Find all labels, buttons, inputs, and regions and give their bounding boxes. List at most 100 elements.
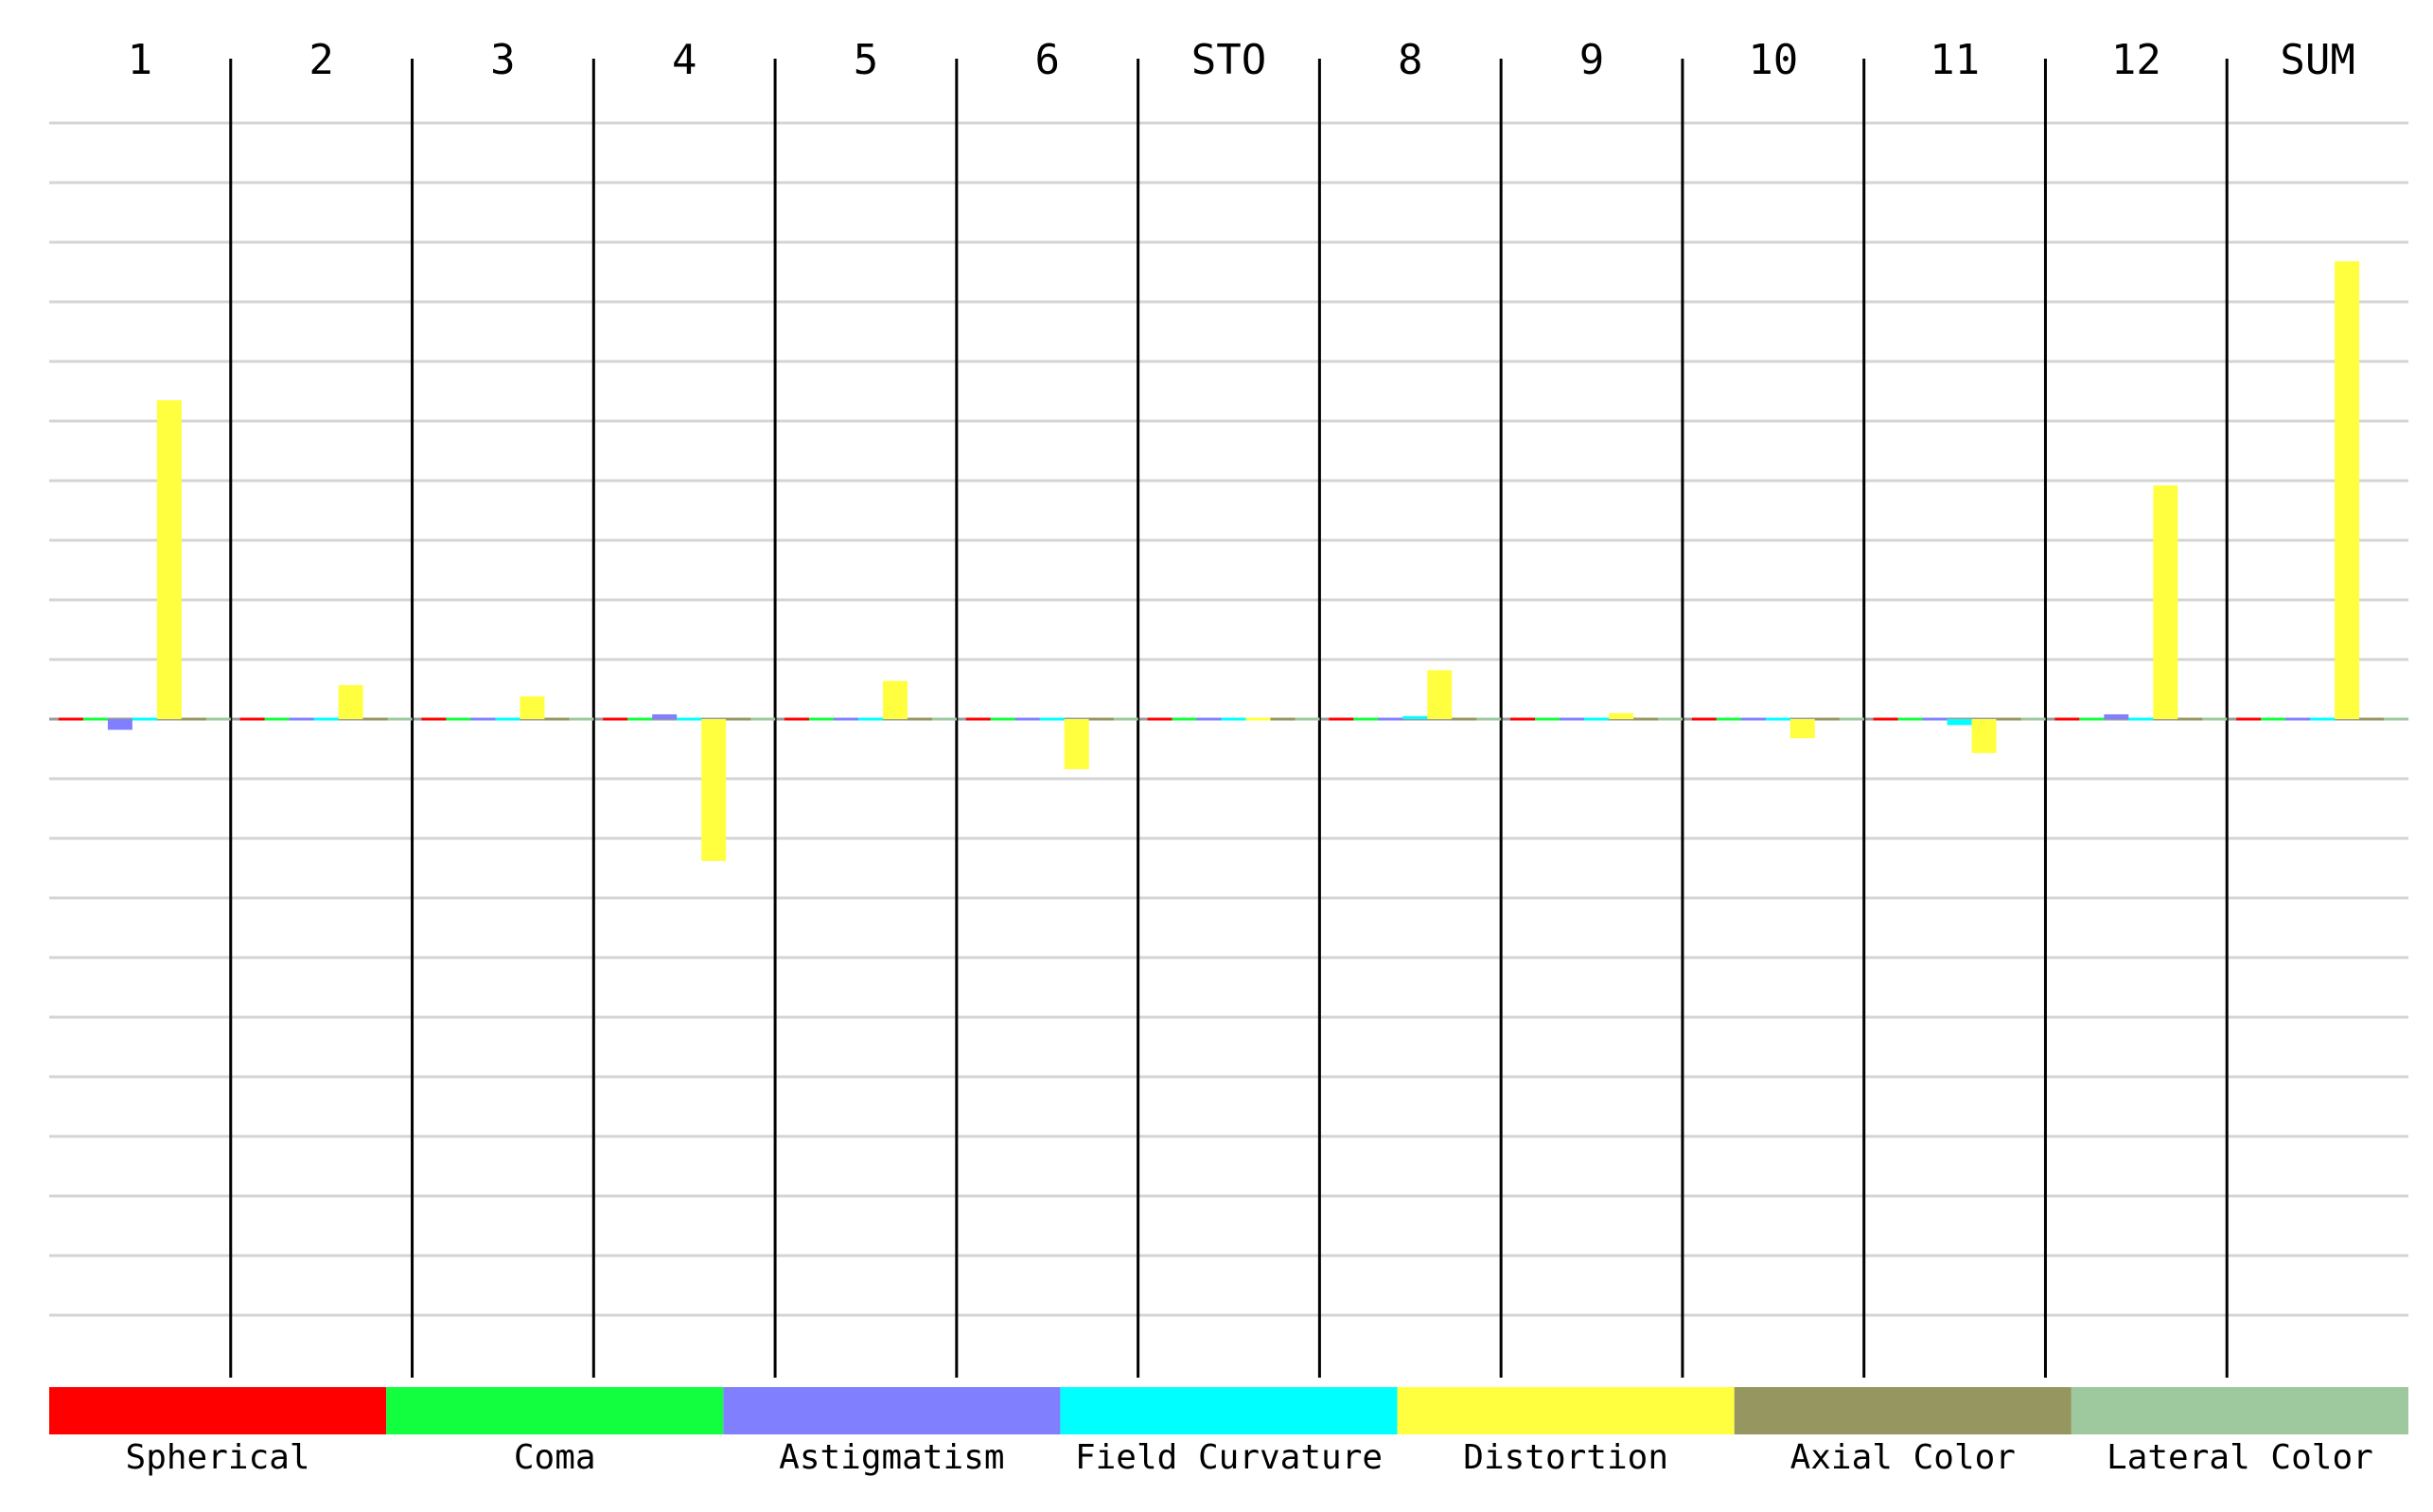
- bar-spherical: [2236, 717, 2262, 721]
- legend-swatch: [1397, 1387, 1735, 1434]
- bar-spherical: [1873, 717, 1898, 721]
- legend-swatch: [386, 1387, 724, 1434]
- bar-axial-color: [1633, 717, 1659, 721]
- bar-distortion: [1609, 712, 1634, 719]
- surface-label: 8: [1398, 36, 1423, 84]
- bar-coma: [1897, 717, 1923, 721]
- bar-coma: [82, 717, 108, 721]
- bar-axial-color: [1996, 717, 2021, 721]
- surface-label: 1: [128, 36, 153, 84]
- bar-lateral-color: [569, 717, 594, 721]
- bar-axial-color: [1814, 717, 1840, 721]
- bar-spherical: [784, 717, 809, 721]
- bar-distortion: [1789, 719, 1815, 739]
- legend-label: Spherical: [126, 1438, 310, 1477]
- bar-lateral-color: [1658, 717, 1684, 721]
- surface-label: 4: [672, 36, 697, 84]
- legend-swatch: [1060, 1387, 1398, 1434]
- bar-spherical: [1510, 717, 1536, 721]
- bar-distortion: [1427, 670, 1453, 719]
- bar-distortion: [1971, 719, 1997, 753]
- bar-axial-color: [1452, 717, 1477, 721]
- surface-label: SUM: [2280, 36, 2354, 84]
- bar-coma: [808, 717, 834, 721]
- bar-axial-color: [181, 717, 206, 721]
- bar-astigmatism: [107, 719, 132, 730]
- bar-coma: [2261, 717, 2286, 721]
- legend: Spherical Coma Astigmatism Field Curvature D…: [49, 1387, 2408, 1477]
- bar-field-curvature: [1765, 717, 1790, 721]
- bar-spherical: [1147, 717, 1172, 721]
- bars: [58, 261, 2409, 861]
- bar-lateral-color: [387, 717, 413, 721]
- bar-field-curvature: [1947, 719, 1972, 726]
- bar-spherical: [421, 717, 447, 721]
- surface-label: STO: [1191, 36, 1266, 84]
- bar-axial-color: [2177, 717, 2203, 721]
- surface-label: 12: [2111, 36, 2161, 84]
- bar-lateral-color: [2020, 717, 2046, 721]
- bar-axial-color: [2359, 717, 2385, 721]
- bar-coma: [1172, 717, 1197, 721]
- legend-label: Astigmatism: [779, 1438, 1004, 1477]
- bar-distortion: [1064, 719, 1089, 769]
- bar-lateral-color: [205, 717, 231, 721]
- bar-lateral-color: [1113, 717, 1138, 721]
- bar-astigmatism: [1014, 717, 1040, 721]
- surface-label: 6: [1034, 36, 1060, 84]
- bar-field-curvature: [677, 717, 702, 721]
- bar-astigmatism: [289, 717, 314, 721]
- surface-label: 11: [1930, 36, 1980, 84]
- bar-astigmatism: [1196, 717, 1222, 721]
- surface-labels: 1 2 3 4 5 6 STO 8 9 10 11 12 SUM: [128, 36, 2355, 84]
- legend-label: Field Curvature: [1075, 1438, 1383, 1477]
- bar-field-curvature: [1221, 717, 1246, 721]
- bar-lateral-color: [931, 717, 957, 721]
- bar-astigmatism: [833, 717, 858, 721]
- bar-field-curvature: [2128, 717, 2154, 721]
- bar-axial-color: [1270, 717, 1296, 721]
- bar-field-curvature: [313, 717, 339, 721]
- bar-astigmatism: [470, 717, 496, 721]
- bar-lateral-color: [2202, 717, 2228, 721]
- legend-swatch: [2071, 1387, 2408, 1434]
- bar-spherical: [1329, 717, 1354, 721]
- bar-field-curvature: [857, 717, 883, 721]
- bar-coma: [990, 717, 1015, 721]
- bar-astigmatism: [652, 713, 678, 719]
- surface-label: 5: [854, 36, 879, 84]
- bar-coma: [446, 717, 471, 721]
- legend-label: Distortion: [1463, 1438, 1668, 1477]
- bar-axial-color: [1088, 717, 1114, 721]
- bar-distortion: [882, 680, 908, 719]
- surface-label: 3: [490, 36, 516, 84]
- bar-field-curvature: [1402, 715, 1428, 719]
- bar-field-curvature: [495, 717, 520, 721]
- bar-axial-color: [907, 717, 932, 721]
- bar-astigmatism: [1560, 717, 1585, 721]
- bar-spherical: [2054, 717, 2080, 721]
- legend-swatch: [49, 1387, 387, 1434]
- bar-lateral-color: [750, 717, 776, 721]
- bar-field-curvature: [2310, 717, 2336, 721]
- bar-distortion: [156, 399, 182, 719]
- bar-coma: [1353, 717, 1379, 721]
- surface-label: 10: [1748, 36, 1798, 84]
- bar-distortion: [1245, 717, 1271, 721]
- bar-field-curvature: [1584, 717, 1610, 721]
- bar-coma: [1716, 717, 1741, 721]
- bar-astigmatism: [1922, 717, 1948, 721]
- bar-lateral-color: [1476, 717, 1502, 721]
- bar-spherical: [239, 717, 265, 721]
- bar-lateral-color: [1295, 717, 1320, 721]
- legend-label: Axial Color: [1790, 1438, 2016, 1477]
- legend-swatch: [723, 1387, 1061, 1434]
- legend-label: Coma: [514, 1438, 596, 1477]
- surface-label: 2: [309, 36, 334, 84]
- bar-spherical: [1691, 717, 1717, 721]
- bar-astigmatism: [1378, 717, 1403, 721]
- legend-label: Lateral Color: [2107, 1438, 2373, 1477]
- bar-coma: [1535, 717, 1560, 721]
- bar-astigmatism: [2104, 713, 2129, 719]
